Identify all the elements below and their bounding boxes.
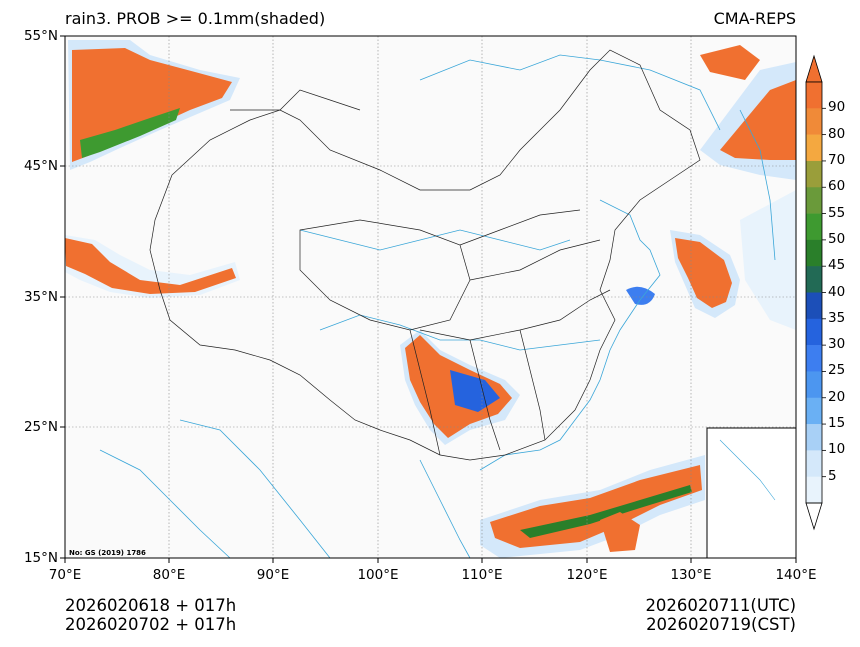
lat-label-25: 25°N	[23, 419, 58, 435]
colorbar-label: 25	[828, 362, 846, 379]
colorbar-label: 10	[828, 441, 846, 458]
lat-label-35: 35°N	[23, 289, 58, 305]
colorbar-segment	[806, 397, 822, 425]
map-title: rain3. PROB >= 0.1mm(shaded)	[65, 9, 326, 28]
rivers-coastlines	[99, 54, 776, 559]
colorbar-label: 70	[828, 151, 846, 168]
colorbar-segment	[806, 371, 822, 399]
colorbar-segment	[806, 187, 822, 214]
lon-label-70: 70°E	[48, 567, 82, 583]
colorbar-label: 30	[828, 336, 846, 353]
colorbar-extend-min	[805, 502, 823, 531]
colorbar-label: 60	[828, 178, 846, 195]
map-approval-number: No: GS (2019) 1786	[69, 549, 146, 557]
valid-time-block: 2026020711(UTC) 2026020719(CST)	[645, 596, 796, 634]
colorbar-label: 5	[828, 467, 837, 484]
lat-label-45: 45°N	[23, 158, 58, 174]
colorbar-label: 80	[828, 125, 846, 142]
colorbar-label: 50	[828, 230, 846, 247]
valid-time-cst: 2026020719(CST)	[646, 615, 796, 634]
init-time-cst: 2026020702 + 017h	[65, 615, 237, 634]
model-name: CMA-REPS	[713, 9, 796, 28]
colorbar-segment	[806, 266, 822, 293]
valid-time-utc: 2026020711(UTC)	[645, 596, 796, 615]
graticule	[65, 36, 796, 558]
colorbar-label: 15	[828, 415, 846, 432]
colorbar-segment	[806, 82, 822, 109]
colorbar-segment	[806, 213, 822, 241]
lon-label-80: 80°E	[152, 567, 186, 583]
colorbar-label: 90	[828, 99, 846, 116]
lat-label-55: 55°N	[23, 28, 58, 44]
colorbar-segment	[806, 160, 822, 188]
lon-label-130: 130°E	[670, 567, 712, 583]
colorbar-segment	[806, 239, 822, 267]
colorbar-label: 20	[828, 388, 846, 405]
colorbar-label: 35	[828, 309, 846, 326]
lon-label-100: 100°E	[357, 567, 399, 583]
colorbar-segment	[806, 318, 822, 346]
axis-ticks	[60, 35, 797, 563]
colorbar-segment	[806, 424, 822, 451]
precip-shading	[65, 40, 796, 558]
lon-label-90: 90°E	[256, 567, 290, 583]
lon-label-120: 120°E	[566, 567, 608, 583]
china-borders	[149, 49, 701, 461]
colorbar-segment	[806, 292, 822, 320]
colorbar-segment	[806, 476, 822, 504]
init-time-block: 2026020618 + 017h 2026020702 + 017h	[65, 596, 236, 634]
colorbar	[805, 54, 826, 531]
lat-label-15: 15°N	[23, 550, 58, 566]
colorbar-segment	[806, 450, 822, 477]
south-china-sea-inset	[706, 427, 797, 559]
colorbar-segment	[806, 108, 822, 135]
colorbar-segment	[806, 345, 822, 372]
colorbar-label: 45	[828, 257, 846, 274]
lon-label-110: 110°E	[461, 567, 503, 583]
colorbar-label: 40	[828, 283, 846, 300]
lon-label-140: 140°E	[775, 567, 817, 583]
colorbar-label: 55	[828, 204, 846, 221]
colorbar-segment	[806, 134, 822, 162]
colorbar-extend-max	[805, 54, 823, 83]
init-time-utc: 2026020618 + 017h	[65, 596, 237, 615]
